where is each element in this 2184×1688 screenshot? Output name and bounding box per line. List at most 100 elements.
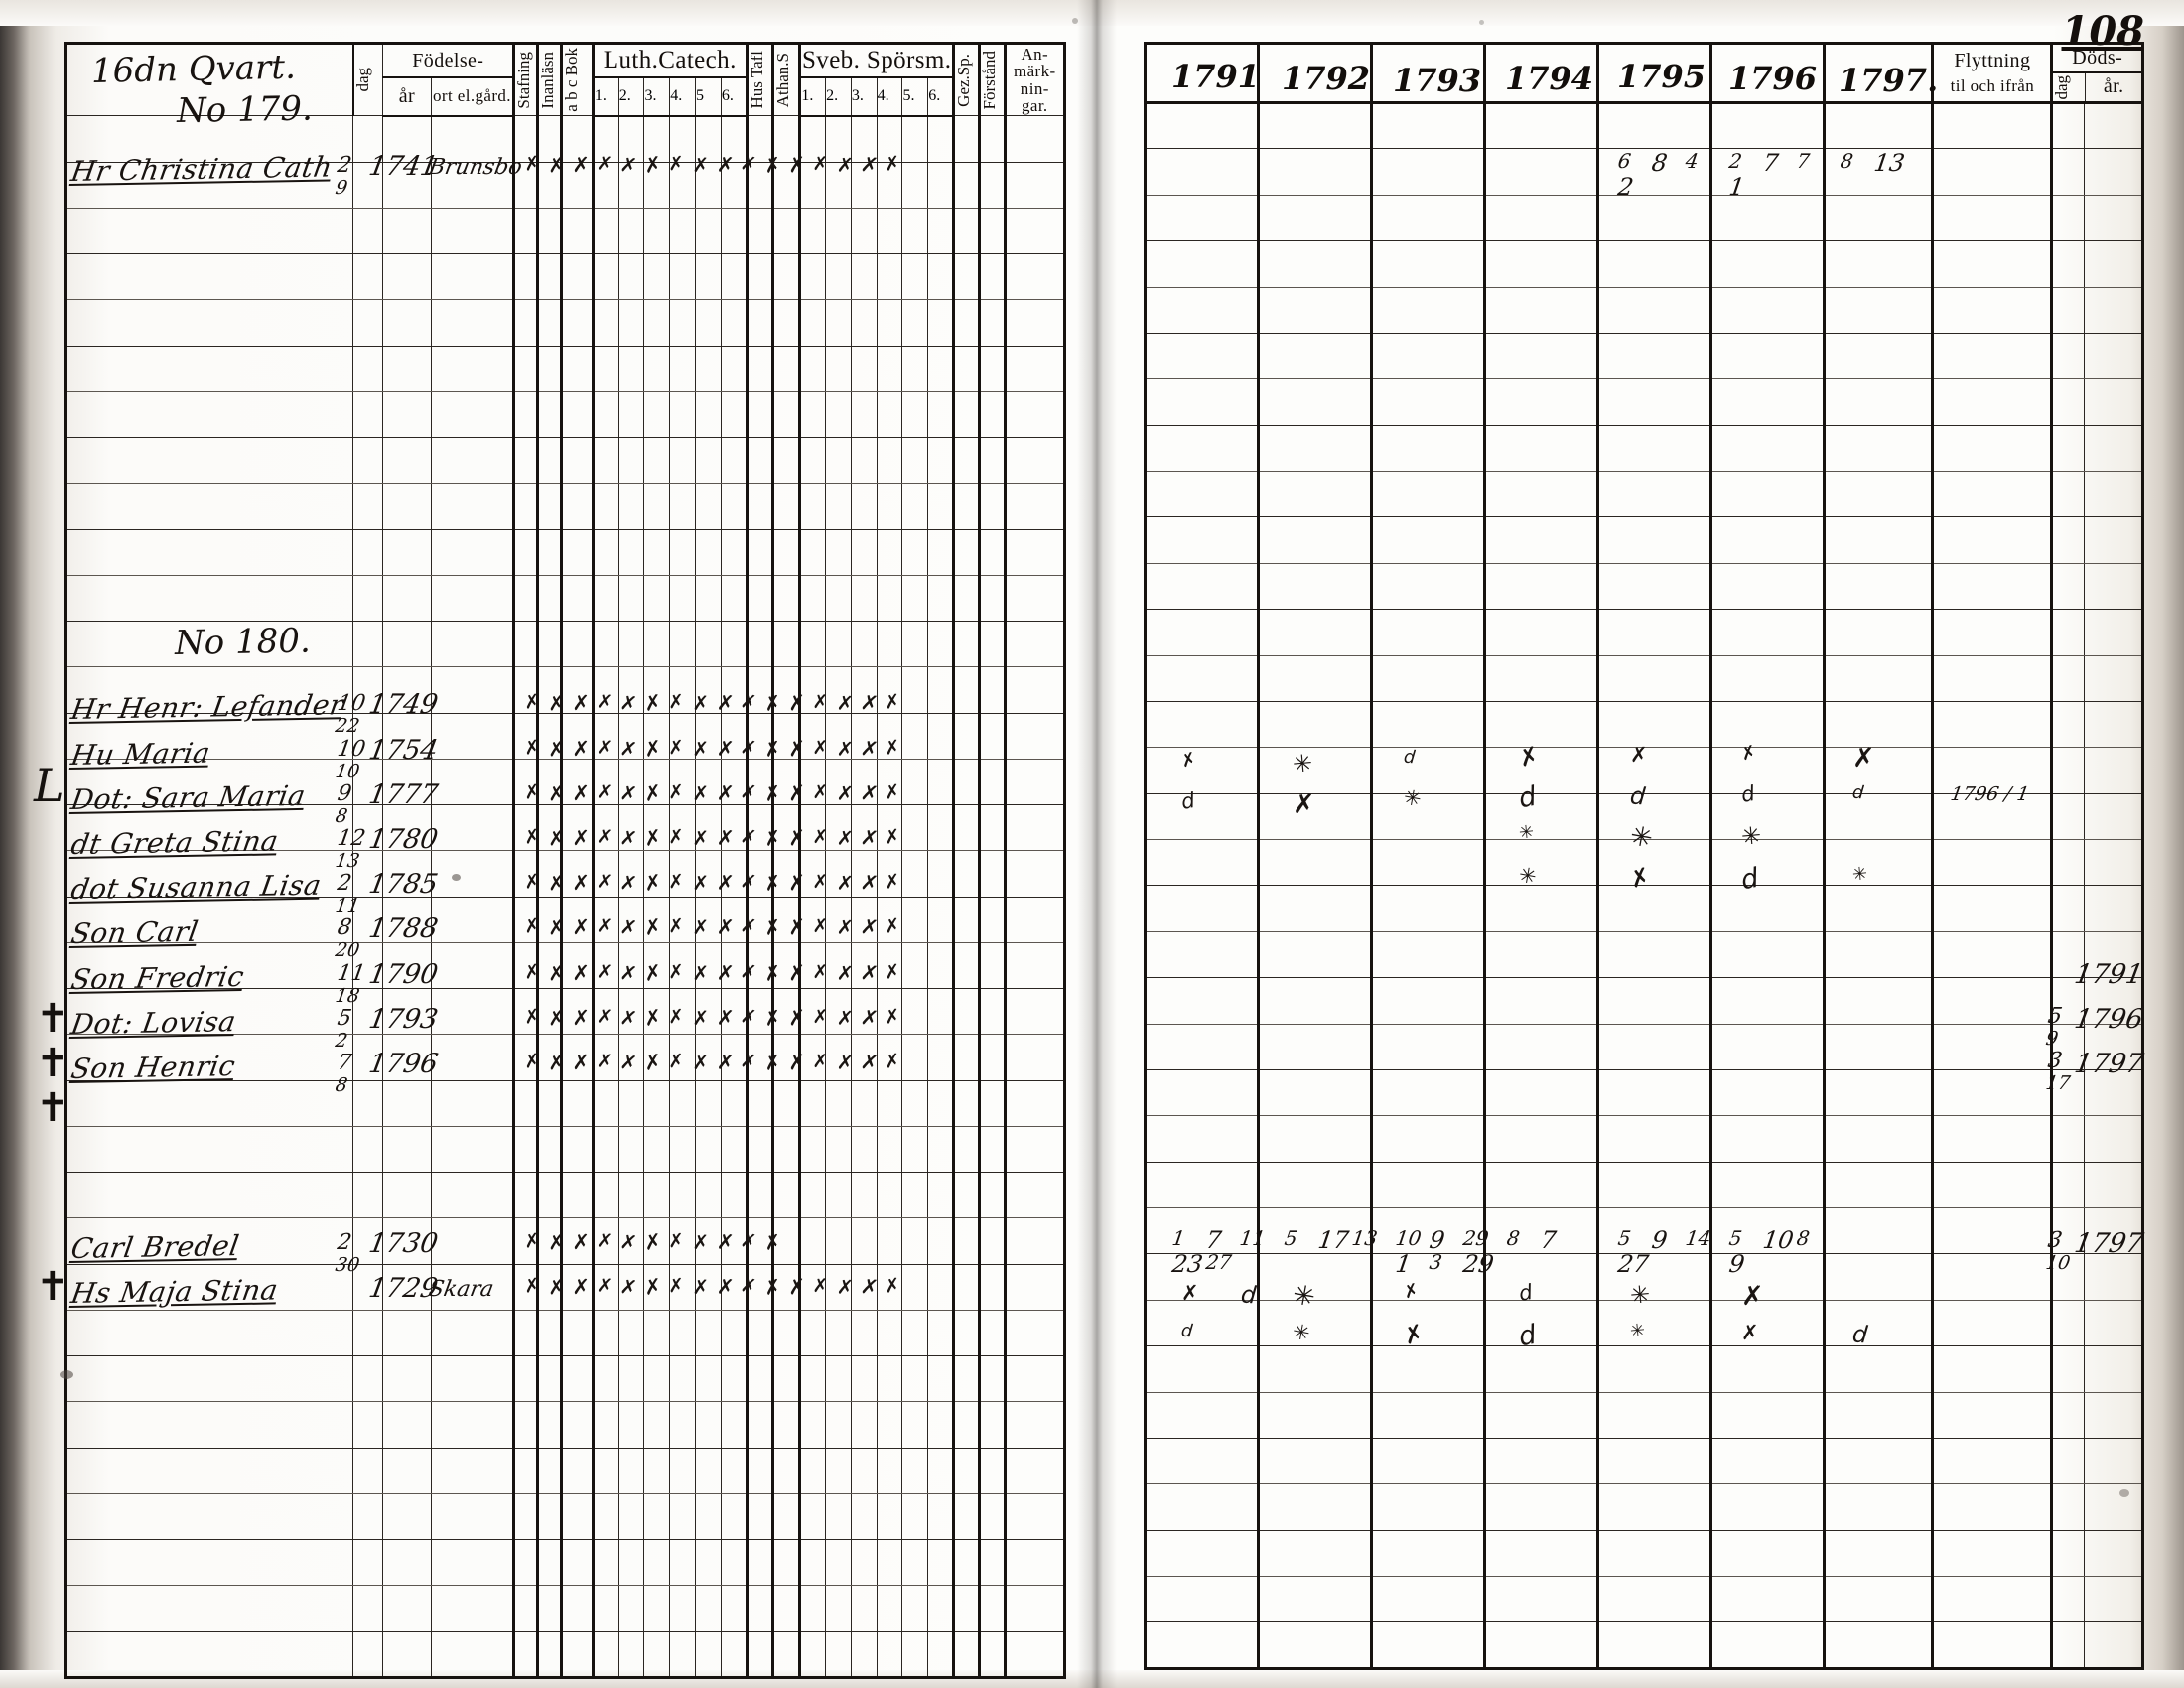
table-cell	[536, 390, 562, 439]
table-cell	[1144, 1115, 1259, 1163]
table-cell	[1144, 1391, 1259, 1439]
table-cell	[382, 1401, 432, 1449]
table-cell	[1822, 747, 1934, 794]
table-cell	[63, 804, 354, 852]
table-cell	[695, 988, 722, 1036]
table-cell	[1369, 1068, 1485, 1117]
table-cell	[977, 253, 1006, 301]
table-cell	[1256, 838, 1372, 887]
table-cell	[1708, 838, 1825, 887]
table-cell	[382, 574, 432, 623]
table-cell	[720, 850, 748, 898]
table-cell	[512, 666, 539, 714]
table-cell	[2050, 424, 2085, 473]
table-cell	[952, 1125, 980, 1174]
table-cell	[745, 896, 774, 943]
table-cell	[2083, 747, 2145, 794]
table-cell	[1482, 286, 1598, 334]
table-cell	[952, 1034, 980, 1081]
sveb-num-3: 3.	[850, 76, 878, 117]
table-row	[1144, 1253, 2145, 1301]
table-cell	[643, 1309, 671, 1357]
table-cell	[771, 161, 801, 209]
table-cell	[798, 253, 827, 301]
page-top-edge	[0, 0, 2184, 26]
table-cell	[1595, 1529, 1711, 1578]
table-cell	[559, 528, 594, 576]
table-cell	[977, 1447, 1006, 1494]
header-birth-year: år	[382, 76, 432, 117]
table-cell	[825, 1630, 852, 1679]
table-cell	[1822, 378, 1934, 426]
table-cell	[536, 1217, 562, 1265]
table-cell	[798, 941, 827, 990]
table-cell	[2050, 654, 2085, 702]
table-cell	[977, 804, 1006, 852]
table-cell	[927, 758, 955, 806]
table-cell	[63, 253, 354, 301]
table-cell	[1144, 654, 1259, 702]
table-row	[1144, 792, 2145, 841]
table-cell	[720, 896, 748, 943]
table-cell	[771, 758, 801, 806]
table-cell	[512, 1492, 539, 1541]
table-cell	[2083, 1299, 2145, 1347]
table-row	[63, 666, 1067, 714]
table-cell	[745, 1447, 774, 1494]
table-cell	[1595, 516, 1711, 564]
table-cell	[977, 1401, 1006, 1449]
table-cell	[798, 390, 827, 439]
table-cell	[825, 621, 852, 668]
table-cell	[512, 299, 539, 347]
table-cell	[559, 758, 594, 806]
table-cell	[798, 345, 827, 392]
table-cell	[825, 1355, 852, 1403]
table-cell	[1708, 1068, 1825, 1117]
table-cell	[876, 1401, 903, 1449]
table-cell	[1003, 207, 1067, 255]
table-cell	[977, 1539, 1006, 1587]
table-cell	[430, 758, 515, 806]
table-cell	[512, 161, 539, 209]
table-cell	[695, 804, 722, 852]
table-cell	[977, 850, 1006, 898]
table-cell	[952, 1492, 980, 1541]
table-cell	[901, 115, 929, 163]
table-cell	[798, 804, 827, 852]
luth-num-1: 1.	[591, 76, 619, 117]
table-cell	[1256, 654, 1372, 702]
table-cell	[2083, 1115, 2145, 1163]
table-cell	[63, 483, 354, 530]
table-cell	[2083, 516, 2145, 564]
table-cell	[720, 253, 748, 301]
table-cell	[850, 253, 878, 301]
table-cell	[1369, 930, 1485, 979]
table-cell	[745, 666, 774, 714]
table-cell	[1256, 1575, 1372, 1623]
table-row	[1144, 1115, 2145, 1163]
table-cell	[771, 1034, 801, 1081]
table-cell	[382, 1630, 432, 1679]
year-label-1793: 1793	[1393, 62, 1482, 99]
table-cell	[536, 1447, 562, 1494]
table-cell	[927, 621, 955, 668]
table-cell	[1931, 332, 2053, 380]
table-cell	[512, 1125, 539, 1174]
table-cell	[927, 804, 955, 852]
table-cell	[1595, 609, 1711, 656]
table-cell	[952, 1630, 980, 1679]
table-cell	[850, 483, 878, 530]
header-birth-place: ort el.gård.	[430, 76, 515, 117]
table-cell	[63, 621, 354, 668]
table-cell	[352, 1492, 384, 1541]
table-cell	[63, 1539, 354, 1587]
table-cell	[745, 483, 774, 530]
table-cell	[952, 1539, 980, 1587]
table-row	[63, 621, 1067, 668]
table-cell	[850, 437, 878, 485]
table-cell	[2050, 562, 2085, 611]
table-cell	[1931, 1115, 2053, 1163]
table-cell	[901, 758, 929, 806]
table-cell	[695, 758, 722, 806]
table-cell	[1931, 1391, 2053, 1439]
